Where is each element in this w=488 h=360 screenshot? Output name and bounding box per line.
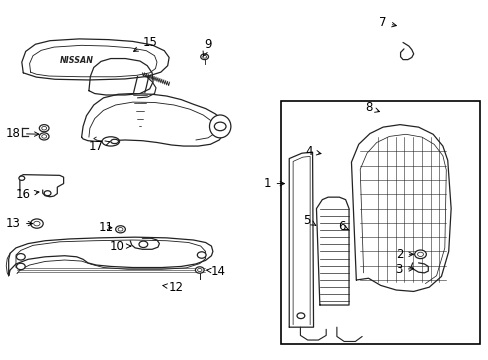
- Ellipse shape: [202, 55, 206, 58]
- Ellipse shape: [41, 126, 46, 130]
- Ellipse shape: [17, 253, 25, 260]
- Ellipse shape: [414, 250, 426, 258]
- Ellipse shape: [39, 125, 49, 132]
- Ellipse shape: [118, 228, 122, 231]
- Text: 13: 13: [6, 217, 33, 230]
- Ellipse shape: [41, 135, 46, 138]
- Text: 6: 6: [337, 220, 348, 233]
- Text: 3: 3: [395, 263, 412, 276]
- Text: 14: 14: [206, 265, 225, 278]
- Text: 12: 12: [163, 281, 183, 294]
- Ellipse shape: [111, 139, 118, 144]
- Ellipse shape: [214, 122, 225, 131]
- Text: 17: 17: [88, 140, 110, 153]
- Ellipse shape: [296, 313, 304, 319]
- Ellipse shape: [197, 252, 205, 258]
- Text: 10: 10: [109, 240, 130, 253]
- Ellipse shape: [44, 191, 51, 196]
- Ellipse shape: [195, 267, 203, 273]
- Ellipse shape: [19, 176, 25, 180]
- Text: 15: 15: [133, 36, 157, 51]
- Ellipse shape: [139, 241, 147, 248]
- Text: 8: 8: [364, 102, 379, 114]
- Text: 9: 9: [203, 38, 211, 56]
- Ellipse shape: [197, 269, 202, 272]
- Text: 11: 11: [98, 221, 113, 234]
- Ellipse shape: [39, 133, 49, 140]
- Text: 7: 7: [379, 16, 396, 29]
- Ellipse shape: [116, 226, 125, 233]
- Bar: [281, 102, 479, 344]
- Ellipse shape: [34, 221, 40, 226]
- Ellipse shape: [17, 263, 25, 270]
- Text: 5: 5: [303, 213, 315, 226]
- Text: 18: 18: [6, 127, 39, 140]
- Text: 4: 4: [305, 145, 320, 158]
- Ellipse shape: [417, 252, 423, 256]
- Text: NISSAN: NISSAN: [60, 56, 94, 65]
- Ellipse shape: [102, 137, 119, 146]
- Ellipse shape: [209, 115, 230, 138]
- Text: 1: 1: [264, 177, 284, 190]
- Text: 16: 16: [16, 188, 39, 201]
- Ellipse shape: [30, 219, 43, 228]
- Ellipse shape: [201, 54, 208, 60]
- Text: 2: 2: [396, 248, 412, 261]
